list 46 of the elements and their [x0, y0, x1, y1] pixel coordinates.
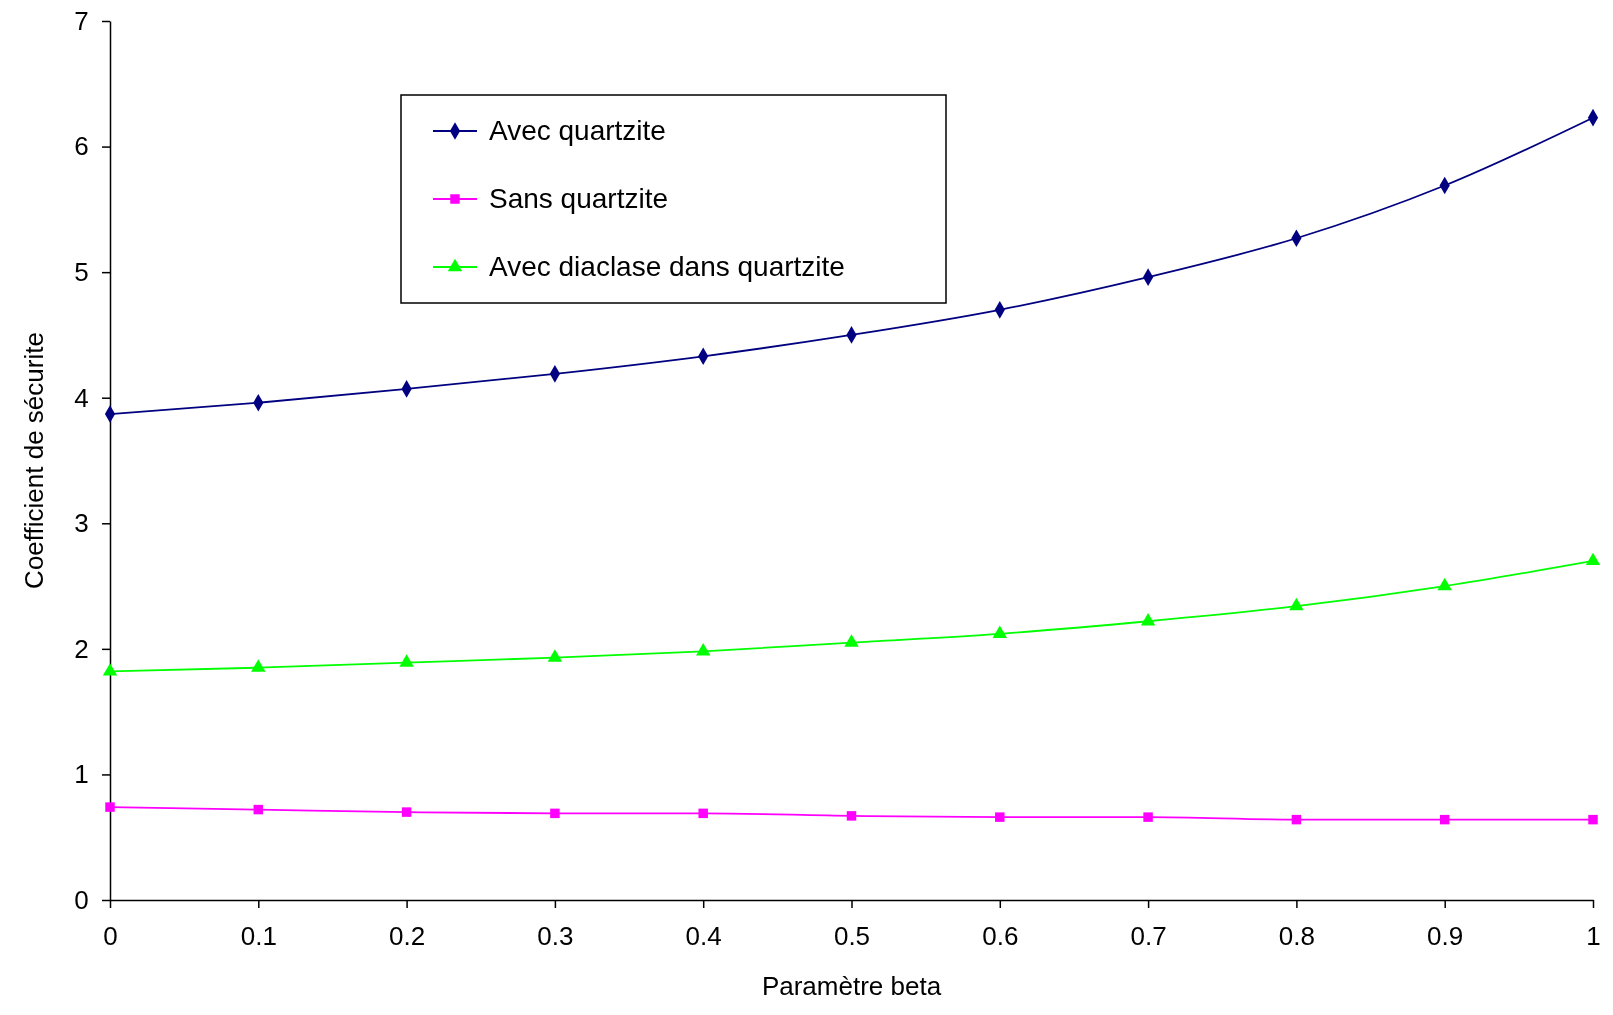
point — [1289, 597, 1304, 611]
y-tick-label: 5 — [74, 256, 89, 287]
x-tick-label: 0.4 — [685, 920, 722, 951]
x-tick-label: 0.5 — [833, 920, 871, 951]
x-tick-label: 0.2 — [389, 920, 426, 951]
x-tick-label: 0.8 — [1278, 920, 1315, 951]
y-axis-title: Coefficient de sécurite — [19, 332, 49, 589]
legend-label: Avec diaclase dans quartzite — [489, 251, 845, 282]
x-tick-label: 0 — [103, 920, 118, 951]
point — [1291, 814, 1302, 825]
x-tick-label: 0.6 — [982, 920, 1019, 951]
point — [698, 808, 708, 819]
point — [251, 659, 266, 672]
point — [1140, 612, 1156, 626]
x-tick-label: 0.7 — [1130, 920, 1167, 951]
point — [547, 649, 563, 662]
x-axis-title: Paramètre beta — [761, 971, 942, 1001]
y-tick-label: 3 — [74, 508, 89, 539]
point — [1143, 812, 1153, 822]
y-tick-label: 2 — [74, 633, 89, 664]
y-tick-label: 0 — [74, 884, 89, 915]
y-tick-label: 6 — [74, 131, 89, 162]
y-tick-label: 4 — [74, 382, 89, 413]
point — [105, 802, 115, 812]
point — [253, 804, 264, 815]
point — [844, 634, 859, 647]
point — [401, 807, 412, 817]
legend-label: Avec quartzite — [489, 115, 666, 146]
point — [1439, 814, 1450, 825]
point — [1588, 814, 1598, 825]
legend-label: Sans quartzite — [489, 183, 668, 214]
point — [995, 812, 1005, 822]
x-tick-label: 0.3 — [537, 920, 574, 951]
y-tick-label: 7 — [74, 5, 89, 36]
point — [550, 808, 560, 819]
point — [1437, 577, 1452, 591]
x-tick-label: 0.1 — [240, 920, 277, 951]
point — [399, 654, 414, 667]
point — [992, 625, 1008, 638]
point — [695, 643, 711, 656]
x-tick-label: 0.9 — [1427, 920, 1464, 951]
point — [102, 663, 118, 676]
point — [1585, 552, 1601, 566]
point — [846, 811, 857, 821]
x-tick-label: 1 — [1586, 920, 1601, 951]
y-tick-label: 1 — [74, 759, 89, 790]
